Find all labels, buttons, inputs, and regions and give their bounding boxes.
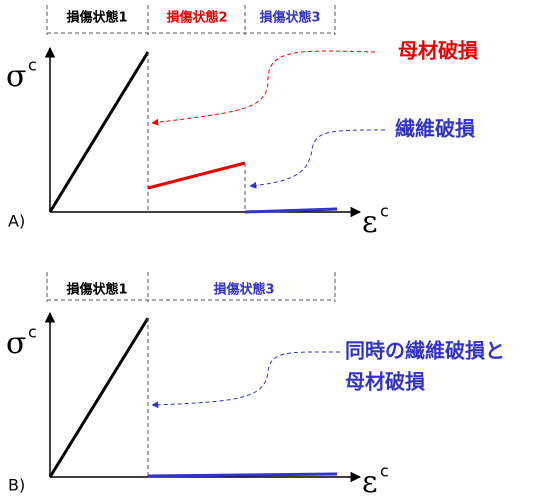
annotation: 繊維破損 (394, 117, 476, 141)
x-axis-sup: c (380, 202, 389, 221)
y-axis-label: σ (6, 59, 26, 94)
state-divider (46, 5, 336, 35)
pointer (151, 50, 376, 126)
state-label: 損傷状態3 (213, 282, 274, 298)
annotation: 母材破損 (398, 39, 479, 63)
curve (147, 472, 338, 478)
state-label: 損傷状態1 (66, 10, 127, 26)
y-axis-sup: c (28, 323, 37, 342)
panel-b: 損傷状態1 損傷状態3 σ c ε c B) 同時の繊維破損と 母材破損 (6, 272, 505, 500)
curve (147, 161, 246, 190)
state-label: 損傷状態2 (166, 10, 227, 26)
state-label: 損傷状態3 (259, 10, 320, 26)
x-axis-sup: c (380, 462, 389, 481)
pointer (151, 351, 341, 409)
curve (48, 51, 150, 213)
panel-label: A) (8, 212, 25, 231)
annotation: 母材破損 (345, 370, 426, 394)
state-label: 損傷状態1 (66, 282, 127, 298)
annotation: 同時の繊維破損と (345, 339, 505, 363)
x-axis-label: ε (362, 465, 378, 500)
y-axis-sup: c (28, 56, 37, 75)
state-divider (46, 272, 336, 302)
panel-label: B) (8, 476, 25, 495)
panel-a: 損傷状態1 損傷状態2 損傷状態3 σ c ε c A) 母材破損 繊維破損 (6, 5, 479, 240)
curve (48, 317, 150, 478)
curve (244, 207, 338, 214)
x-axis-label: ε (362, 205, 378, 240)
y-axis-label: σ (6, 326, 26, 361)
pointer (249, 129, 386, 189)
